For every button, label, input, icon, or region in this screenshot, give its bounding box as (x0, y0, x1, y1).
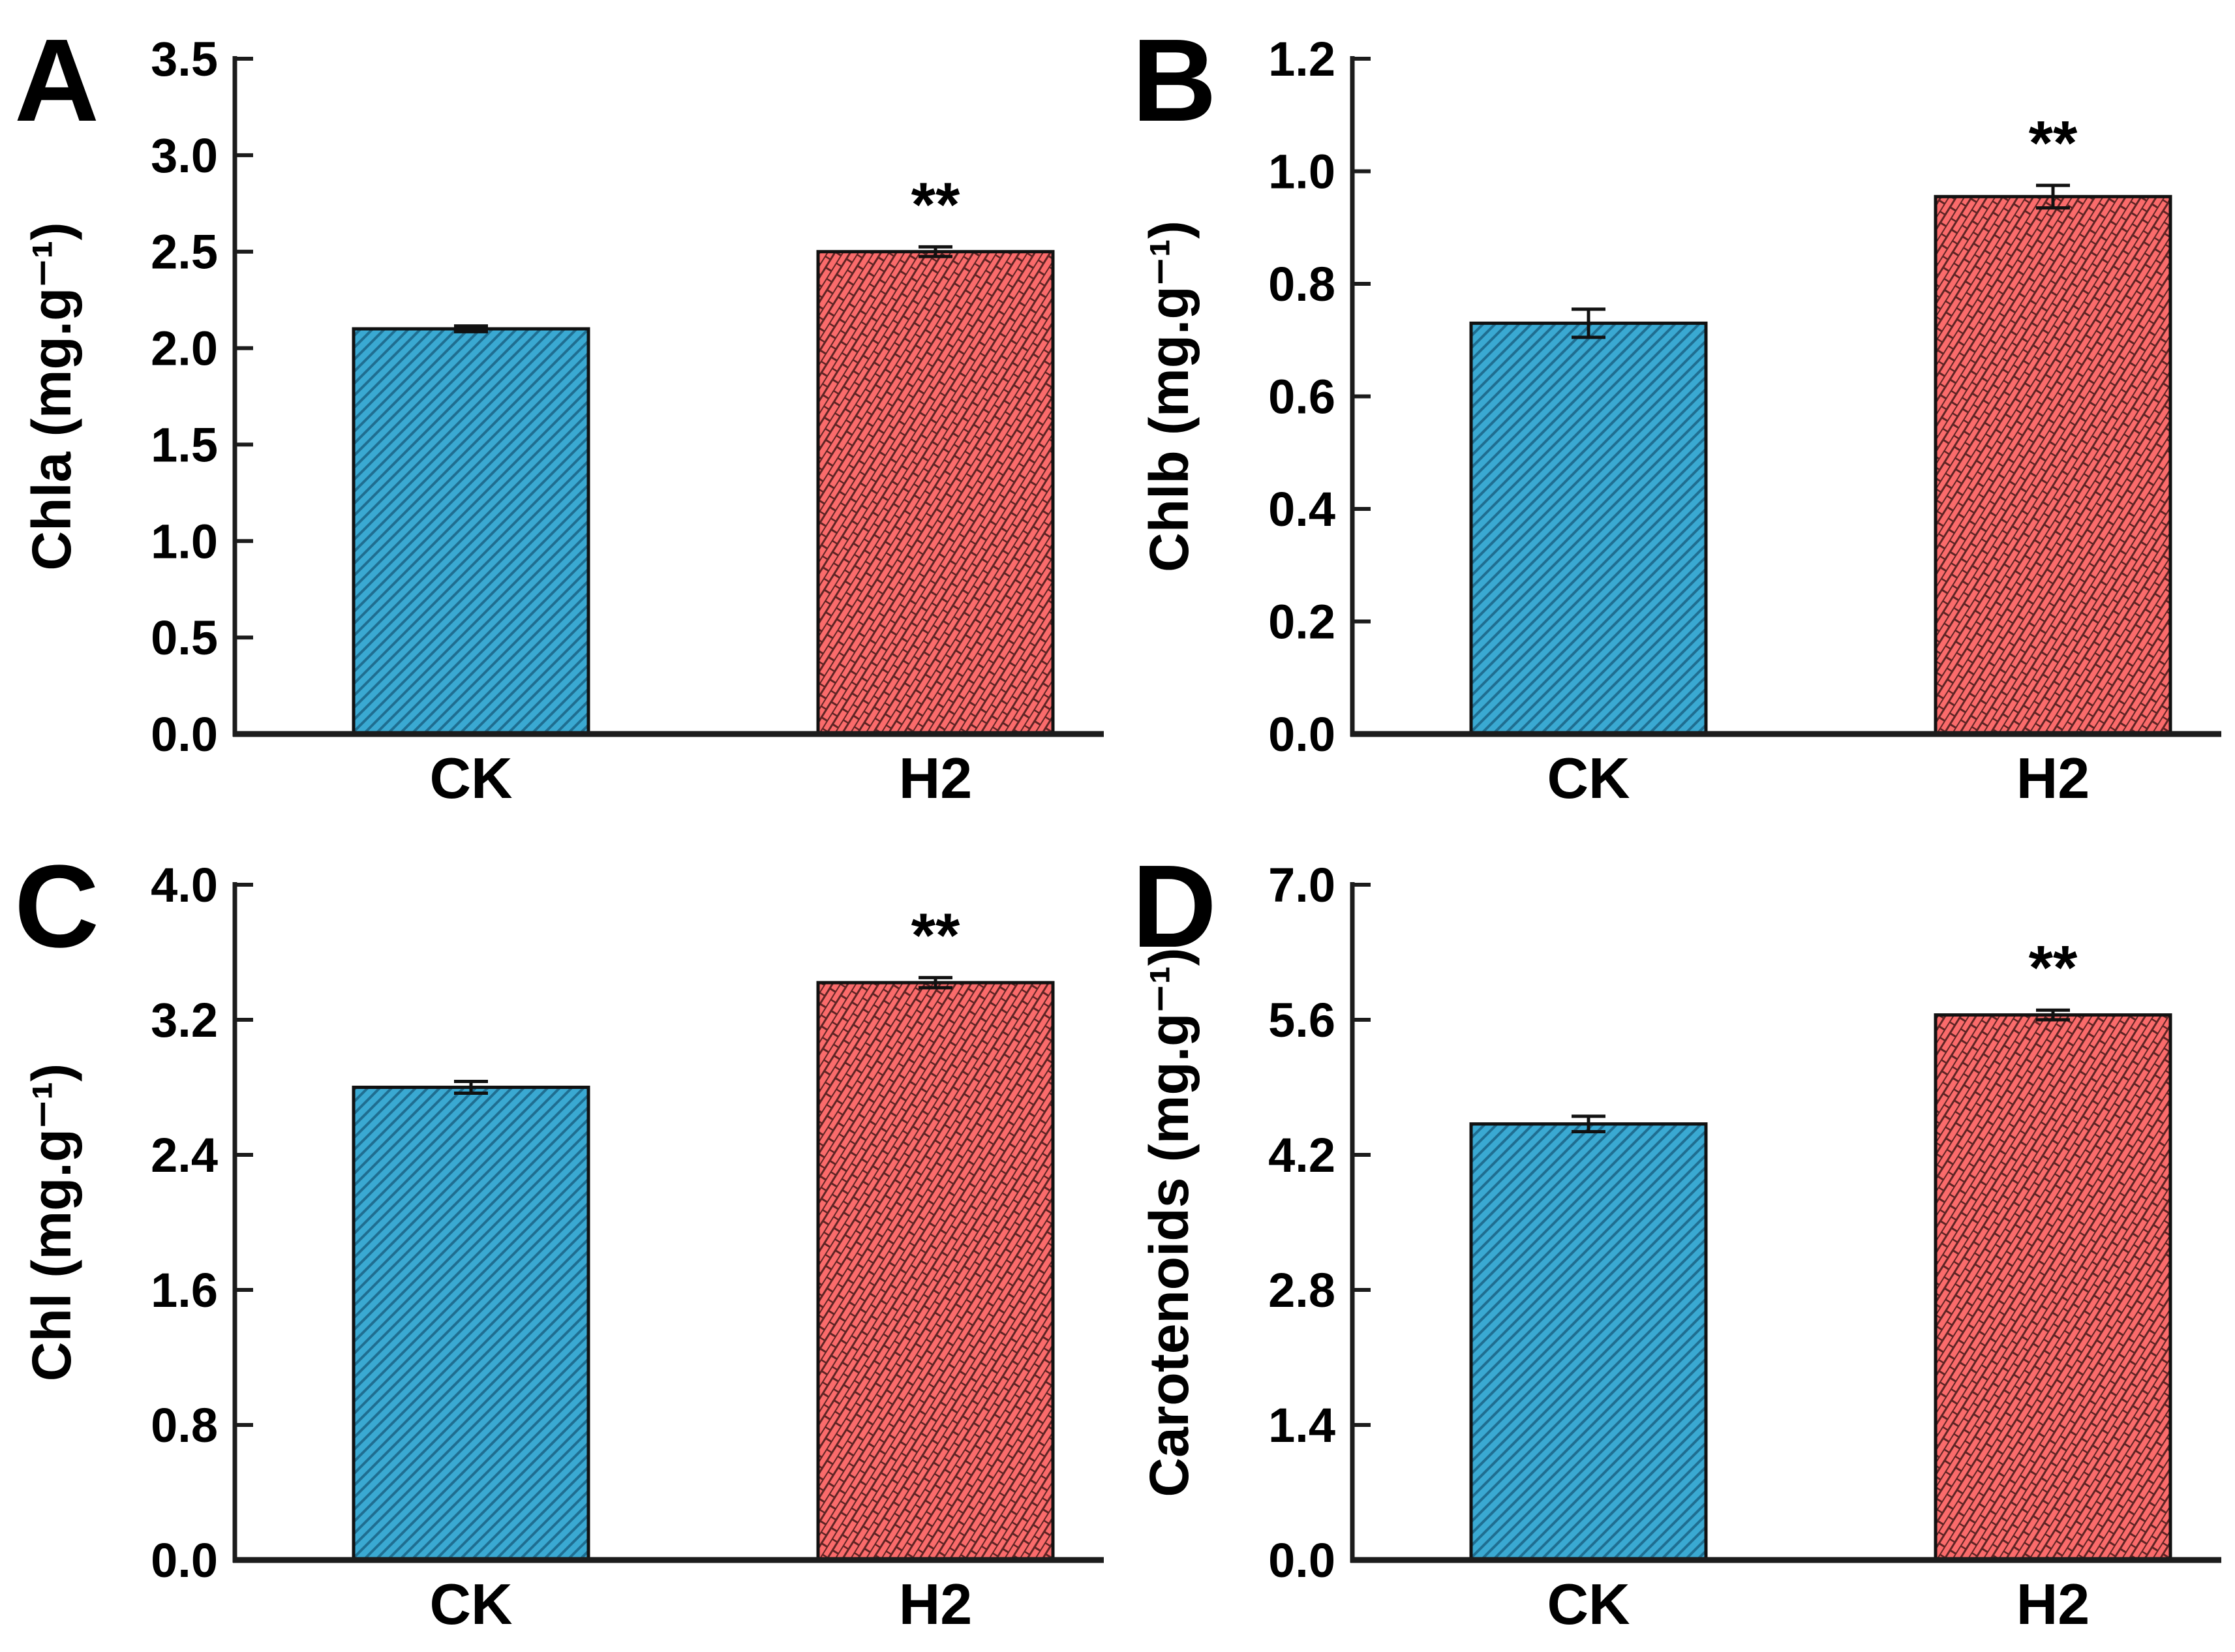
x-tick-label-h2: H2 (2016, 746, 2090, 810)
x-tick-label-ck: CK (1547, 1572, 1630, 1636)
error-bar-h2 (2036, 183, 2070, 210)
panel-D-chart: D CK ** H2 0.0 1.4 2.8 4.2 5.6 7.0 Carotenoids (mg… (1132, 841, 2221, 1636)
bar-h2 (816, 981, 1055, 1562)
y-tick-label: 1.4 (1268, 1398, 1335, 1452)
y-tick-label: 1.0 (1268, 145, 1335, 199)
y-tick-label: 1.2 (1268, 32, 1335, 86)
panel-A-chart: A CK ** H2 0.0 0.5 1.0 1.5 2.0 2.5 3.0 3.5 Chla (mg.… (14, 15, 1104, 810)
y-axis-title: Chl (mg.g⁻¹) (21, 1063, 82, 1382)
y-tick-label: 4.2 (1268, 1128, 1335, 1182)
bar-ck (352, 1086, 590, 1562)
panel-letter: D (1132, 841, 1217, 972)
y-tick-label: 0.0 (151, 1533, 218, 1587)
x-tick-label-h2: H2 (899, 746, 973, 810)
y-tick-label: 0.8 (151, 1398, 218, 1452)
y-tick-label: 5.6 (1268, 993, 1335, 1047)
panel-letter: A (14, 15, 99, 146)
y-axis-title: Carotenoids (mg.g⁻¹) (1138, 947, 1200, 1497)
y-tick-label: 2.8 (1268, 1263, 1335, 1317)
bar-h2 (1934, 1013, 2172, 1562)
significance-stars: ** (911, 900, 960, 970)
panel-B: B CK ** H2 0.0 0.2 0.4 0.6 0.8 1.0 1.2 Chlb (mg.g⁻¹… (1118, 0, 2235, 826)
error-bar-ck (1572, 1114, 1605, 1134)
error-bar-h2 (2036, 1008, 2070, 1022)
panel-C: C CK ** H2 0.0 0.8 1.6 2.4 3.2 4.0 Chl (mg.g⁻¹) (0, 826, 1118, 1652)
panel-letter: C (14, 841, 99, 972)
y-tick-label: 0.2 (1268, 595, 1335, 649)
bar-h2 (1934, 194, 2172, 736)
bar-ck (1469, 321, 1708, 736)
y-tick-label: 1.5 (151, 418, 218, 472)
significance-stars: ** (2029, 108, 2078, 178)
significance-stars: ** (2029, 933, 2078, 1003)
panel-B-chart: B CK ** H2 0.0 0.2 0.4 0.6 0.8 1.0 1.2 Chlb (mg.g⁻¹… (1132, 15, 2221, 810)
x-tick-label-ck: CK (429, 746, 512, 810)
y-tick-label: 2.5 (151, 225, 218, 279)
error-bar-h2 (919, 245, 952, 258)
y-axis-title: Chla (mg.g⁻¹) (21, 222, 82, 570)
y-tick-label: 0.5 (151, 611, 218, 665)
y-tick-label: 0.4 (1268, 482, 1335, 536)
bar-ck (352, 327, 590, 736)
error-bar-h2 (919, 975, 952, 990)
y-tick-label: 0.0 (1268, 1533, 1335, 1587)
y-tick-label: 1.6 (151, 1263, 218, 1317)
y-tick-label: 0.0 (151, 707, 218, 761)
y-tick-label: 3.0 (151, 129, 218, 183)
y-tick-label: 3.5 (151, 32, 218, 86)
y-axis-title: Chlb (mg.g⁻¹) (1138, 221, 1200, 572)
panel-D: D CK ** H2 0.0 1.4 2.8 4.2 5.6 7.0 Carotenoids (mg… (1118, 826, 2235, 1652)
bar-h2 (816, 250, 1055, 736)
x-tick-label-h2: H2 (899, 1572, 973, 1636)
y-tick-label: 0.0 (1268, 707, 1335, 761)
error-bar-ck (454, 1079, 488, 1095)
error-bar-ck (1572, 307, 1605, 339)
y-tick-label: 1.0 (151, 514, 218, 568)
x-tick-label-ck: CK (429, 1572, 512, 1636)
bar-ck (1469, 1122, 1708, 1562)
panel-letter: B (1132, 15, 1217, 146)
y-tick-label: 2.0 (151, 322, 218, 376)
panel-A: A CK ** H2 0.0 0.5 1.0 1.5 2.0 2.5 3.0 3.5 Chla (mg.… (0, 0, 1118, 826)
y-tick-label: 4.0 (151, 858, 218, 912)
y-tick-label: 0.8 (1268, 257, 1335, 311)
x-tick-label-ck: CK (1547, 746, 1630, 810)
y-tick-label: 7.0 (1268, 858, 1335, 912)
panel-C-chart: C CK ** H2 0.0 0.8 1.6 2.4 3.2 4.0 Chl (mg.g⁻¹) (14, 841, 1104, 1636)
y-tick-label: 0.6 (1268, 370, 1335, 424)
error-bar-ck (454, 324, 488, 333)
y-tick-label: 3.2 (151, 993, 218, 1047)
x-tick-label-h2: H2 (2016, 1572, 2090, 1636)
significance-stars: ** (911, 170, 960, 239)
y-tick-label: 2.4 (151, 1128, 218, 1182)
